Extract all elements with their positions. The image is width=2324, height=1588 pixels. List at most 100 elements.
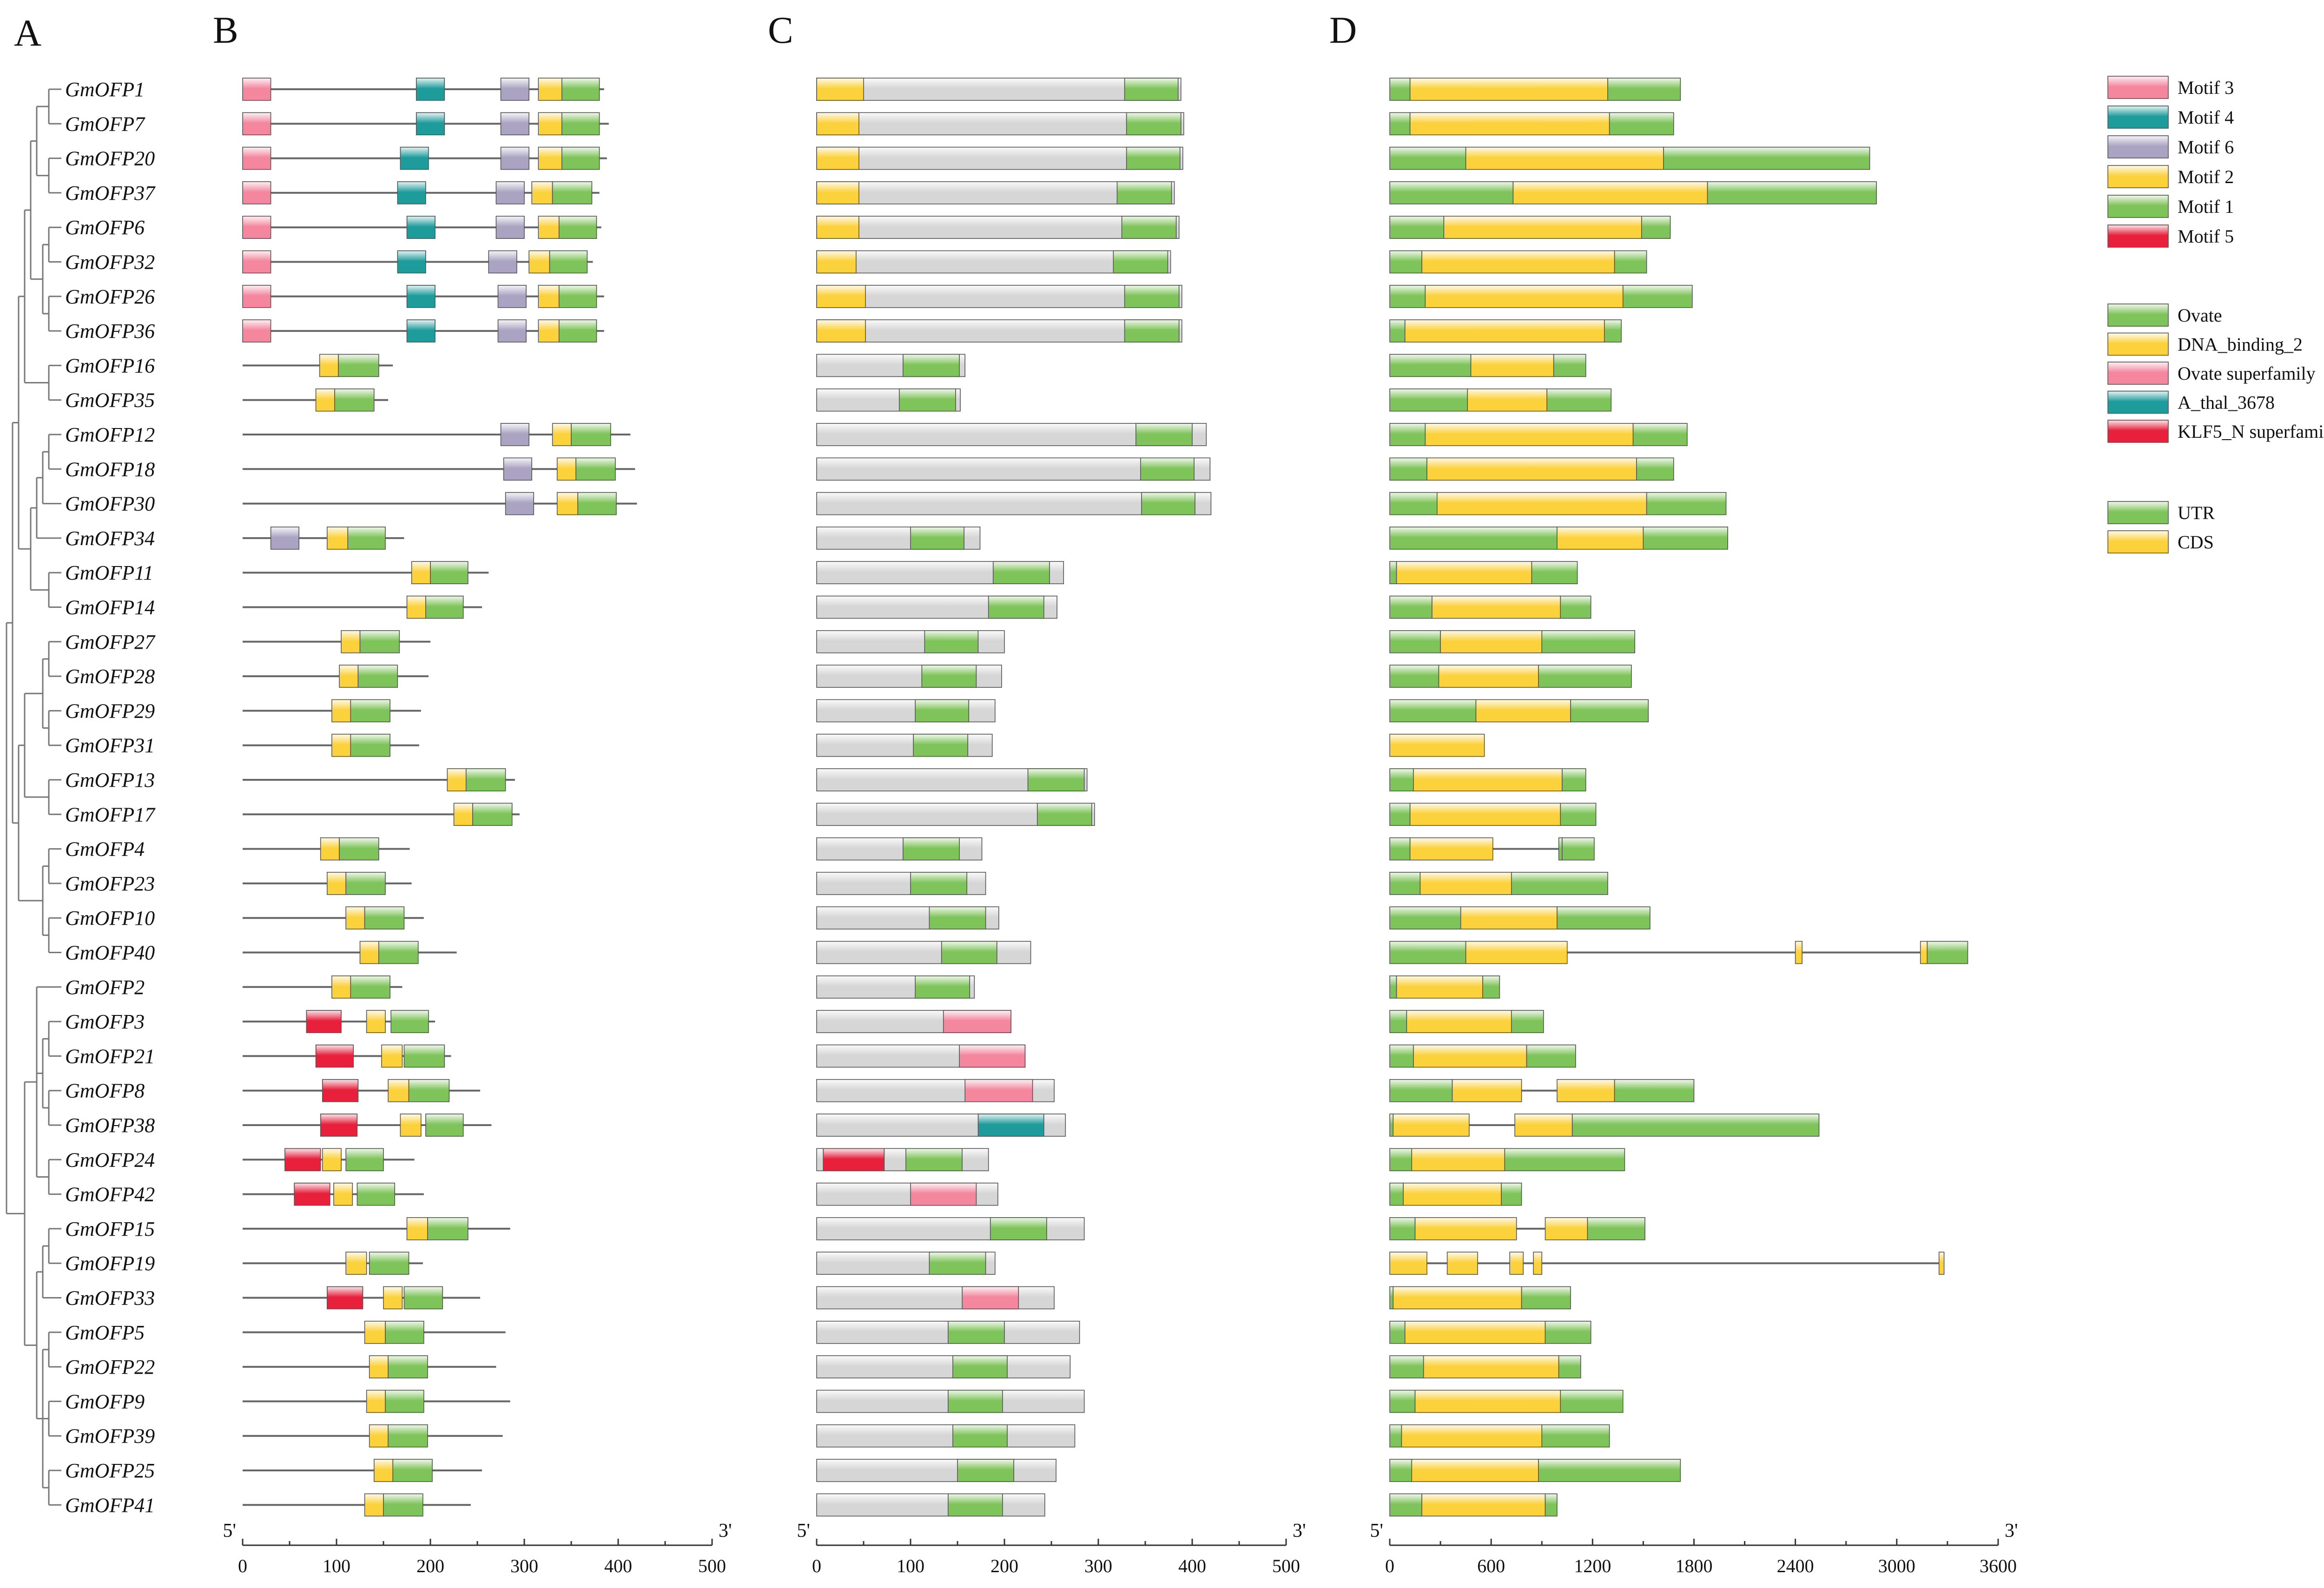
domain-box-ovate <box>1124 319 1180 343</box>
motif-box-motif2 <box>453 803 473 826</box>
exon-box-cds-shine <box>1534 1252 1542 1263</box>
domain-box-ovate-shine <box>1028 769 1084 779</box>
exon-box-utr <box>1562 768 1586 791</box>
motif-box-motif1-shine <box>339 355 378 365</box>
legend-domain-label: Ovate superfamily <box>2178 363 2316 384</box>
exon-box-utr <box>1389 492 1438 515</box>
exon-box-utr <box>1558 837 1563 861</box>
domain-box-ovate_superfamily <box>910 1182 977 1206</box>
motif-box-motif6-shine <box>504 458 532 468</box>
motif-box-motif4-shine <box>407 320 435 330</box>
protein-body <box>816 181 1175 204</box>
motif-box-motif1 <box>552 181 593 204</box>
legend-motif-swatch-shine <box>2108 106 2168 117</box>
domain-box-ovate-shine <box>899 389 955 400</box>
motif-box-motif2 <box>322 1148 342 1172</box>
gene-name-GmOFP27: GmOFP27 <box>65 631 156 653</box>
motif-box-motif2 <box>388 1079 409 1102</box>
motif-box-motif2-shine <box>401 1114 421 1125</box>
motif-box-motif2-shine <box>370 1425 388 1436</box>
exon-box-cds <box>1403 1182 1502 1206</box>
exon-box-utr-shine <box>1390 113 1410 123</box>
exon-box-utr-shine <box>1390 79 1410 89</box>
protein-body-shine <box>817 217 1179 227</box>
domain-box-ovate-shine <box>953 1356 1007 1366</box>
gene-name-GmOFP2: GmOFP2 <box>65 976 145 999</box>
axis-tick-label: 400 <box>1178 1555 1206 1576</box>
exon-box-cds-shine <box>1939 1252 1944 1263</box>
exon-box-utr-shine <box>1501 1183 1521 1194</box>
legend-domain-swatch-shine <box>2108 391 2168 402</box>
exon-box-utr <box>1389 457 1427 481</box>
exon-box-cds-shine <box>1424 1356 1558 1366</box>
exon-box-utr <box>1560 1390 1624 1413</box>
exon-box-cds <box>1409 837 1493 861</box>
axis-tick-label: 1800 <box>1675 1555 1712 1576</box>
motif-box-motif5-shine <box>321 1114 357 1125</box>
gene-name-GmOFP8: GmOFP8 <box>65 1080 145 1102</box>
exon-box-cds-shine <box>1412 1460 1538 1470</box>
exon-box-cds <box>1401 1424 1543 1448</box>
motif-box-motif4-shine <box>407 217 435 227</box>
exon-box-utr-shine <box>1390 1218 1415 1228</box>
motif-box-motif1 <box>347 527 386 550</box>
motif-box-motif1 <box>338 354 379 377</box>
exon-box-utr-shine <box>1390 182 1513 192</box>
exon-box-utr-shine <box>1390 493 1437 503</box>
legend-domain-swatch <box>2107 420 2169 443</box>
motif-box-motif1 <box>472 803 513 826</box>
gene-name-GmOFP11: GmOFP11 <box>65 561 153 584</box>
motif-box-motif2 <box>538 112 562 136</box>
exon-box-cds <box>1393 1114 1470 1137</box>
motif-box-motif1-shine <box>386 1321 423 1332</box>
motif-box-motif2 <box>447 768 467 791</box>
legend-domain-swatch-shine <box>2108 304 2168 315</box>
domain-box-klf5_n <box>823 1148 885 1172</box>
legend-motif-label: Motif 1 <box>2178 196 2234 217</box>
domain-box-ovate_superfamily-shine <box>911 1183 976 1194</box>
domain-box-ovate-shine <box>1125 285 1179 296</box>
protein-body <box>816 1424 1076 1448</box>
motif-box-motif2-shine <box>332 734 350 745</box>
gene-name-GmOFP19: GmOFP19 <box>65 1252 155 1275</box>
domain-box-ovate-shine <box>1125 79 1178 89</box>
panel-label-d: D <box>1329 9 1357 51</box>
exon-box-cds <box>1404 319 1605 343</box>
motif-box-motif1 <box>345 872 386 895</box>
motif-box-motif3-shine <box>243 113 271 123</box>
protein-body-shine <box>817 1356 1070 1366</box>
motif-box-motif1-shine <box>346 872 385 883</box>
exon-box-utr <box>1560 595 1591 619</box>
domain-box-ovate <box>1037 803 1092 826</box>
motif-box-motif4 <box>397 181 426 204</box>
exon-box-cds <box>1411 1148 1505 1172</box>
exon-box-cds-shine <box>1410 113 1609 123</box>
exon-box-utr <box>1389 1182 1404 1206</box>
protein-body <box>816 941 1031 964</box>
exon-box-utr <box>1389 1459 1413 1482</box>
gene-name-GmOFP16: GmOFP16 <box>65 354 155 377</box>
motif-box-motif1 <box>558 284 597 308</box>
exon-box-cds-shine <box>1405 1321 1545 1332</box>
exon-box-cds <box>1414 1217 1517 1240</box>
domain-box-dna_binding_2-shine <box>817 320 865 330</box>
exon-box-utr <box>1501 1182 1522 1206</box>
exon-box-cds-shine <box>1444 217 1641 227</box>
exon-box-cds <box>1460 906 1558 929</box>
exon-box-utr <box>1538 1459 1681 1482</box>
motif-box-motif5 <box>306 1010 342 1033</box>
motif-box-motif1-shine <box>384 1494 423 1504</box>
motif-box-motif2 <box>359 941 379 964</box>
gene-name-GmOFP36: GmOFP36 <box>65 320 155 343</box>
exon-box-utr-shine <box>1547 389 1611 400</box>
protein-body <box>816 78 1182 101</box>
domain-box-ovate-shine <box>1127 113 1181 123</box>
gene-name-GmOFP29: GmOFP29 <box>65 699 155 722</box>
exon-box-utr <box>1538 665 1632 688</box>
exon-box-utr <box>1511 1010 1544 1033</box>
motif-box-motif1-shine <box>391 1011 428 1021</box>
exon-box-utr-shine <box>1390 907 1460 917</box>
exon-box-utr <box>1389 1114 1394 1137</box>
exon-box-utr-shine <box>1390 1149 1412 1159</box>
exon-box-utr <box>1571 1114 1820 1137</box>
